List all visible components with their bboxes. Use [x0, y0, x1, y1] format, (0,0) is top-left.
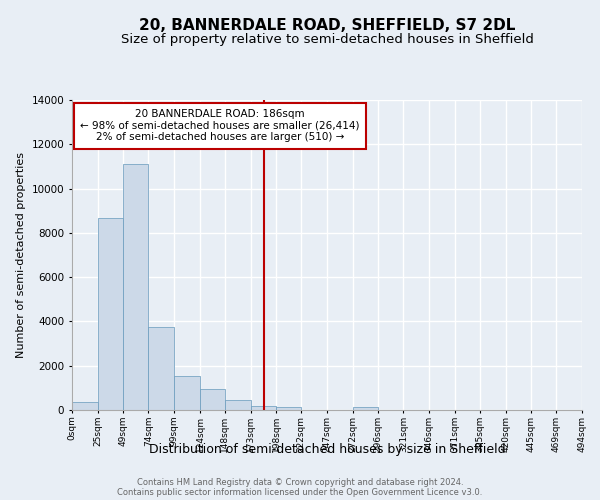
- Y-axis label: Number of semi-detached properties: Number of semi-detached properties: [16, 152, 26, 358]
- Text: Distribution of semi-detached houses by size in Sheffield: Distribution of semi-detached houses by …: [149, 444, 505, 456]
- Text: Contains HM Land Registry data © Crown copyright and database right 2024.: Contains HM Land Registry data © Crown c…: [137, 478, 463, 487]
- Text: Contains public sector information licensed under the Open Government Licence v3: Contains public sector information licen…: [118, 488, 482, 497]
- Bar: [148, 327, 174, 410]
- Text: Size of property relative to semi-detached houses in Sheffield: Size of property relative to semi-detach…: [121, 32, 533, 46]
- Bar: [225, 400, 251, 410]
- Text: 20 BANNERDALE ROAD: 186sqm
← 98% of semi-detached houses are smaller (26,414)
2%: 20 BANNERDALE ROAD: 186sqm ← 98% of semi…: [80, 110, 359, 142]
- Bar: [251, 406, 277, 410]
- Bar: [353, 407, 377, 410]
- Bar: [98, 218, 122, 410]
- Bar: [174, 376, 200, 410]
- Text: 20, BANNERDALE ROAD, SHEFFIELD, S7 2DL: 20, BANNERDALE ROAD, SHEFFIELD, S7 2DL: [139, 18, 515, 32]
- Bar: [72, 402, 98, 410]
- Bar: [122, 164, 148, 410]
- Bar: [277, 407, 301, 410]
- Bar: [200, 389, 225, 410]
